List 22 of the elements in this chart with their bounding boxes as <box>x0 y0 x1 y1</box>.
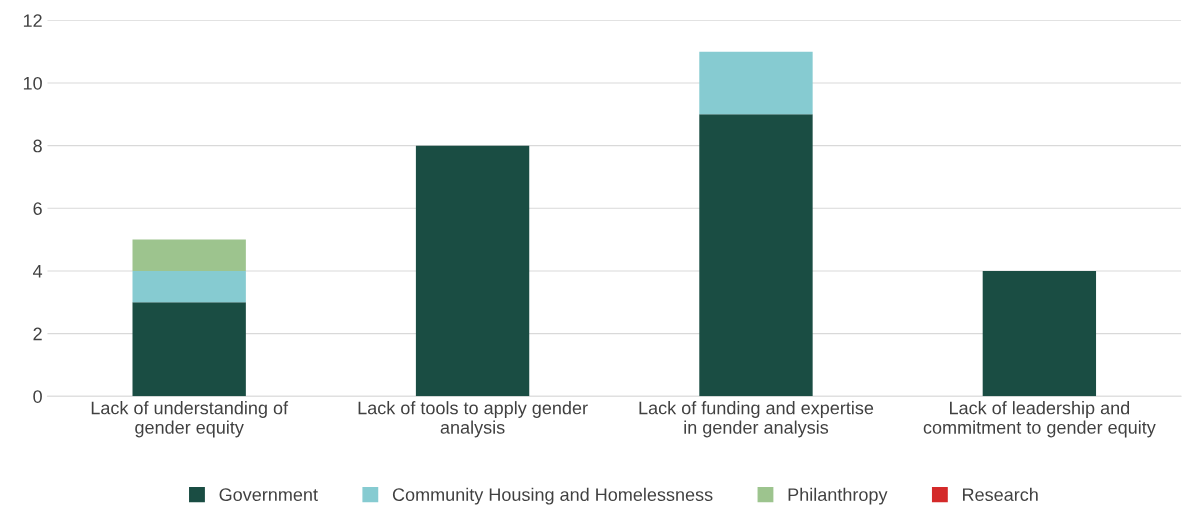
legend-label: Philanthropy <box>788 487 888 505</box>
x-tick-label: Lack of leadership and commitment to gender equity <box>923 401 1156 438</box>
legend-label: Government <box>219 488 318 502</box>
bar <box>699 51 813 115</box>
y-tick-label: 2 <box>33 327 42 341</box>
bar <box>132 302 246 397</box>
y-tick-label: 0 <box>33 390 42 403</box>
y-tick-label: 10 <box>23 76 42 90</box>
y-tick-label: 6 <box>33 202 42 215</box>
bar <box>132 270 246 303</box>
bar <box>132 239 246 271</box>
x-tick-label: Lack of understanding of gender equity <box>91 401 289 438</box>
x-tick-label: Lack of tools to apply gender analysis <box>358 401 588 438</box>
y-tick-label: 8 <box>33 139 42 153</box>
legend-label: Community Housing and Homelessness <box>392 487 713 505</box>
y-tick-label: 12 <box>23 14 42 27</box>
x-tick-label: Lack of funding and expertise in gender analysis <box>639 401 874 438</box>
bar <box>415 145 530 397</box>
y-tick-label: 4 <box>32 265 43 278</box>
bar <box>982 270 1097 397</box>
legend-label: Research <box>963 487 1038 502</box>
bar <box>699 114 813 397</box>
